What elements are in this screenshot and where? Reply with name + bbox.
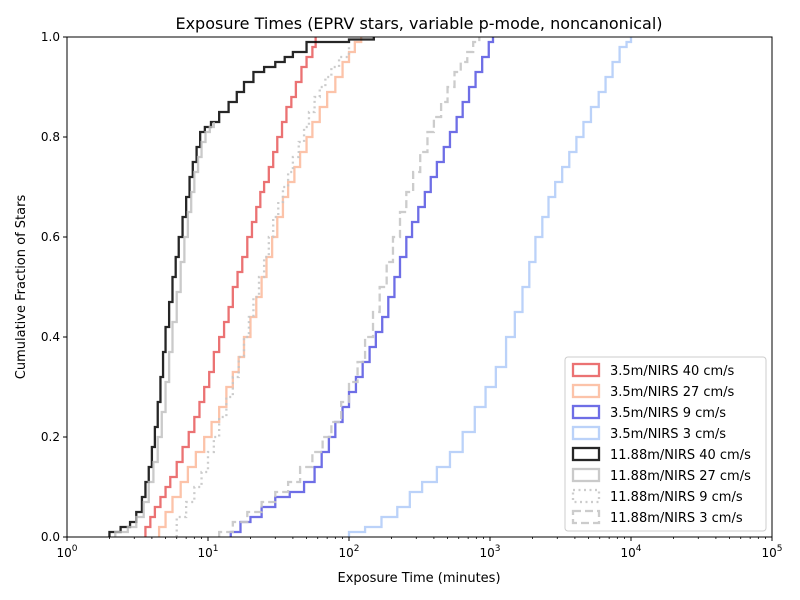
legend-swatch-5: [571, 467, 601, 483]
legend: 3.5m/NIRS 40 cm/s 3.5m/NIRS 27 cm/s 3.5m/N…: [564, 356, 767, 532]
y-tick-label: 0.2: [41, 430, 60, 444]
x-tick-label: 100: [56, 544, 77, 560]
legend-label: 3.5m/NIRS 3 cm/s: [610, 427, 726, 442]
series-line-3: [347, 37, 633, 537]
chart-title: Exposure Times (EPRV stars, variable p-m…: [175, 14, 662, 33]
series-line-6: [175, 47, 351, 537]
x-tick-label: 102: [338, 544, 359, 560]
legend-swatch-4: [571, 446, 601, 462]
y-tick-label: 1.0: [41, 30, 60, 44]
legend-swatch-0: [571, 362, 601, 378]
series-line-2: [229, 37, 495, 537]
x-tick-label: 103: [479, 544, 500, 560]
series-line-0: [144, 37, 317, 537]
legend-swatch-2: [571, 404, 601, 420]
y-axis-ticks: 0.0 0.2 0.4 0.6 0.8 1.0: [41, 30, 67, 544]
legend-label: 11.88m/NIRS 40 cm/s: [610, 448, 751, 463]
series-line-4: [108, 37, 375, 537]
legend-label: 3.5m/NIRS 27 cm/s: [610, 385, 735, 400]
x-tick-label: 104: [620, 544, 641, 560]
legend-swatch-1: [571, 383, 601, 399]
x-tick-label: 105: [761, 544, 782, 560]
plot-lines: [108, 37, 633, 537]
plot-frame: [66, 36, 773, 538]
y-tick-label: 0.8: [41, 130, 60, 144]
x-tick-label: 101: [197, 544, 218, 560]
legend-swatch-7: [571, 509, 601, 525]
x-axis-label: Exposure Time (minutes): [337, 571, 500, 586]
y-axis-label: Cumulative Fraction of Stars: [14, 195, 29, 380]
y-tick-label: 0.6: [41, 230, 60, 244]
x-axis-ticks: 100 101 102 103 104 105: [56, 537, 783, 560]
legend-label: 11.88m/NIRS 3 cm/s: [610, 511, 743, 526]
y-tick-label: 0.4: [41, 330, 60, 344]
legend-label: 11.88m/NIRS 9 cm/s: [610, 490, 743, 505]
legend-label: 3.5m/NIRS 40 cm/s: [610, 364, 735, 379]
series-line-5: [114, 122, 215, 537]
legend-label: 11.88m/NIRS 27 cm/s: [610, 469, 751, 484]
y-tick-label: 0.0: [41, 530, 60, 544]
legend-box: [564, 356, 767, 532]
legend-swatch-6: [571, 488, 601, 504]
legend-swatch-3: [571, 425, 601, 441]
legend-label: 3.5m/NIRS 9 cm/s: [610, 406, 726, 421]
series-line-7: [218, 37, 481, 537]
